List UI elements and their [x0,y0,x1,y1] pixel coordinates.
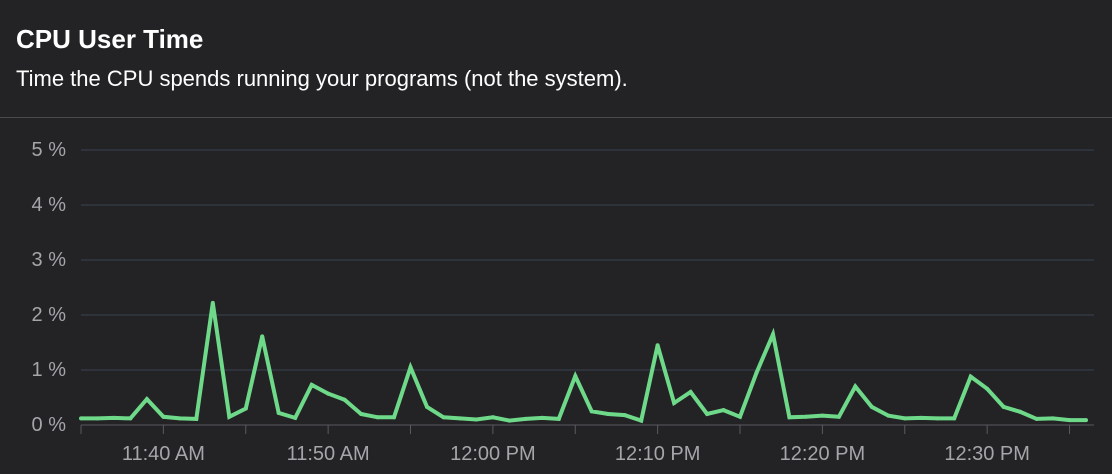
data-point [968,374,973,379]
x-tick-label: 12:10 PM [615,443,701,465]
data-point [869,404,874,409]
gridlines [81,149,1094,371]
x-tick-label: 12:30 PM [944,443,1030,465]
data-point [540,415,545,420]
data-point [227,414,232,419]
data-point [721,408,726,413]
y-tick-label: 2 % [32,304,67,326]
data-point [260,334,265,339]
data-point [952,416,957,421]
data-point [392,415,396,420]
data-point [507,418,512,423]
data-point [375,415,380,420]
data-point [705,412,710,416]
panel-subtitle: Time the CPU spends running your program… [16,66,628,91]
data-point [886,413,891,418]
data-point [771,332,775,337]
data-point [919,415,924,420]
data-point [672,401,677,405]
data-point [1034,416,1039,421]
data-point [1001,404,1006,409]
y-axis-labels: 0 % 1 % 2 % 3 % 4 % 5 % [32,139,67,436]
data-point [194,416,199,421]
data-point [985,386,990,391]
data-point [326,391,331,396]
data-point [523,416,528,421]
data-point [161,414,166,419]
panel-title: CPU User Time [16,24,204,54]
data-point [606,412,611,416]
y-tick-label: 0 % [32,414,67,436]
data-point [1018,409,1023,414]
x-tick-label: 11:50 AM [287,443,370,465]
data-point [787,415,792,420]
data-point [177,416,182,421]
data-point [95,416,100,421]
x-axis: 11:40 AM 11:50 AM 12:00 PM 12:10 PM 12:20 PM… [80,424,1094,465]
data-point [935,416,940,421]
data-point [836,414,841,419]
data-point [474,417,479,422]
data-point [573,374,578,379]
y-tick-label: 1 % [32,359,67,381]
data-point [1051,416,1055,421]
x-tick-label: 11:40 AM [122,443,205,465]
data-point [309,382,314,387]
data-point [754,370,759,375]
data-point [639,418,644,423]
data-point [293,415,298,420]
data-point [210,300,215,305]
data-point [490,415,495,420]
data-point [688,390,693,394]
x-tick-label: 12:00 PM [450,443,536,465]
y-tick-label: 3 % [32,249,67,271]
panel-header: CPU User Time Time the CPU spends runnin… [0,0,1112,118]
data-point [803,414,808,419]
series-line-0 [81,302,1086,424]
data-point [589,409,594,414]
data-point [655,343,660,348]
data-point [738,414,742,419]
data-point [342,397,347,402]
data-point [112,415,116,420]
x-tick-label: 12:20 PM [780,443,866,465]
data-point [853,384,858,389]
data-point [556,416,561,421]
data-point [79,416,83,421]
data-point [144,397,149,402]
y-tick-label: 4 % [32,194,67,216]
data-point [425,404,429,409]
data-point [128,416,133,421]
data-point [441,415,446,420]
data-point [359,412,364,416]
y-tick-label: 5 % [32,139,67,161]
data-point [457,416,462,421]
series-layer [79,300,1088,424]
data-point [622,413,627,418]
data-point [1084,418,1088,423]
data-point [902,416,907,421]
data-point [1067,418,1072,423]
data-point [820,413,825,418]
data-point [276,410,281,415]
data-point [408,365,413,370]
data-point [243,406,248,411]
